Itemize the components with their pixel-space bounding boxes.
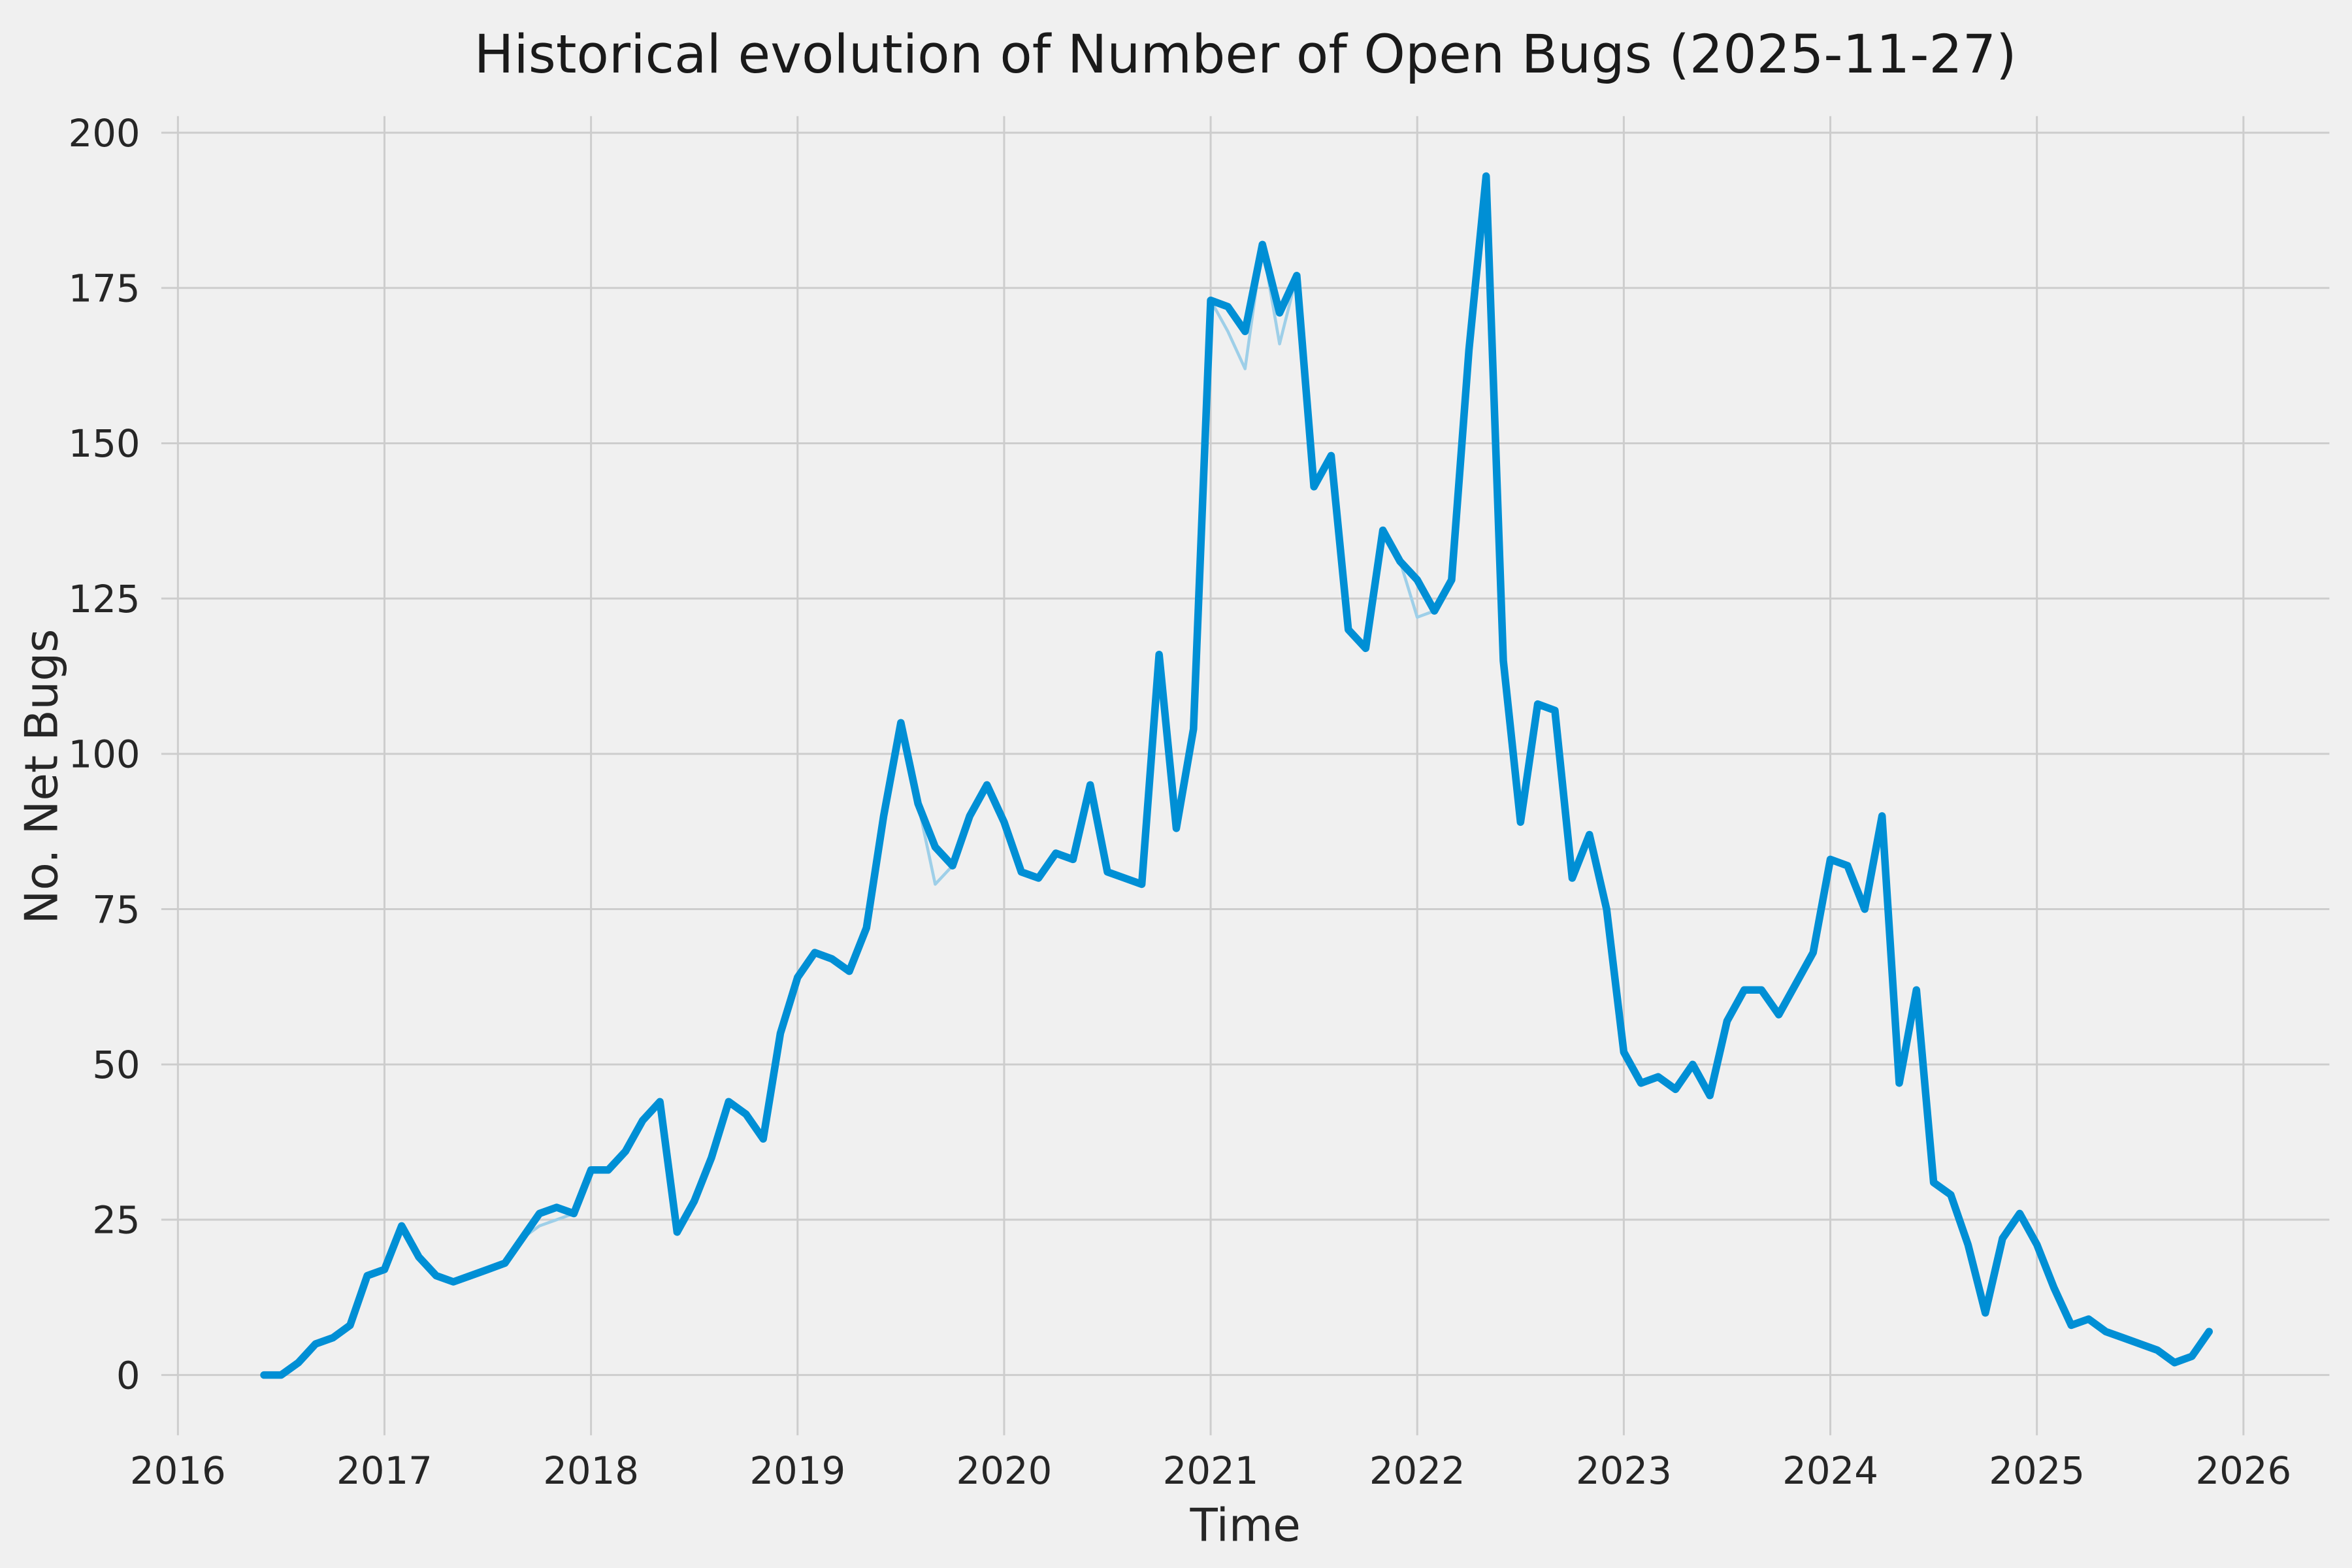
x-axis-label: Time: [1189, 1499, 1300, 1552]
x-tick-label: 2024: [1782, 1448, 1878, 1493]
y-tick-label: 50: [92, 1043, 140, 1087]
open-bugs-line: [260, 172, 2213, 1379]
y-tick-label: 25: [92, 1198, 140, 1243]
y-tick-label: 175: [69, 267, 140, 311]
x-tick-label: 2020: [956, 1448, 1053, 1493]
chart-title: Historical evolution of Number of Open B…: [474, 24, 2017, 86]
x-tick-label: 2025: [1989, 1448, 2085, 1493]
x-tick-label: 2018: [543, 1448, 639, 1493]
series-layer: [260, 172, 2213, 1379]
x-tick-label: 2026: [2195, 1448, 2291, 1493]
x-tick-label: 2017: [336, 1448, 433, 1493]
y-tick-label: 0: [116, 1353, 140, 1397]
grid-layer: [161, 116, 2330, 1435]
y-tick-label: 200: [69, 111, 140, 155]
y-tick-label: 150: [69, 421, 140, 466]
y-tick-label: 75: [92, 887, 140, 932]
x-tick-label: 2023: [1576, 1448, 1672, 1493]
x-tick-label: 2021: [1163, 1448, 1259, 1493]
x-tick-label: 2016: [130, 1448, 226, 1493]
y-axis-label: No. Net Bugs: [16, 629, 69, 924]
x-tick-label: 2022: [1369, 1448, 1465, 1493]
x-tick-label: 2019: [749, 1448, 845, 1493]
open-bugs-raw-line: [262, 174, 2211, 1377]
tick-label-layer: 0 25 50 75 100 125 150 175 200 2016 2017 2018 2019 20…: [69, 111, 2292, 1493]
y-tick-label: 100: [69, 732, 140, 777]
y-tick-label: 125: [69, 577, 140, 621]
